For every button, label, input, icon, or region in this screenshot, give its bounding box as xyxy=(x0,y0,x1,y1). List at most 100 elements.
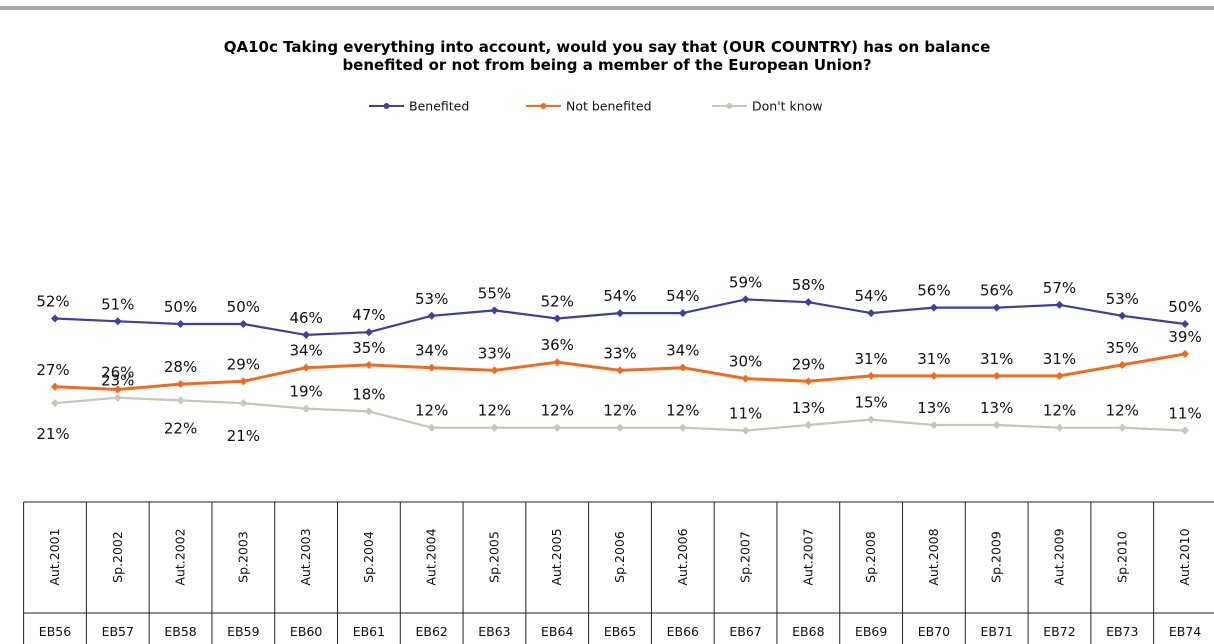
wave-label-3: EB59 xyxy=(227,624,259,639)
series-1-label-3: 29% xyxy=(227,355,260,373)
wave-label-18: EB74 xyxy=(1169,624,1201,639)
series-2-point-17 xyxy=(1118,423,1127,432)
series-0-label-12: 58% xyxy=(792,276,825,294)
wave-label-1: EB57 xyxy=(102,624,134,639)
series-0-label-13: 54% xyxy=(854,287,887,305)
series-0-label-11: 59% xyxy=(729,273,762,291)
series-1-point-4 xyxy=(302,363,311,372)
series-1-point-1 xyxy=(113,385,122,394)
series-1-point-0 xyxy=(51,382,59,391)
series-1-label-17: 35% xyxy=(1106,339,1139,357)
series-0-point-1 xyxy=(113,317,122,326)
series-1-label-10: 34% xyxy=(666,342,699,360)
series-2-point-10 xyxy=(678,423,687,432)
series-2-point-8 xyxy=(553,423,562,432)
series-2-label-5: 18% xyxy=(352,385,385,403)
series-2-label-18: 11% xyxy=(1168,404,1201,422)
series-1-point-14 xyxy=(929,371,938,380)
category-label-18: Aut.2010 xyxy=(1177,528,1192,585)
category-label-8: Aut.2005 xyxy=(549,528,564,585)
series-0-point-9 xyxy=(616,309,625,318)
legend-label-2: Don't know xyxy=(752,99,823,114)
series-0-label-14: 56% xyxy=(917,282,950,300)
category-label-14: Aut.2008 xyxy=(926,528,941,585)
series-2-label-14: 13% xyxy=(917,399,950,417)
series-2-label-0: 21% xyxy=(36,425,69,443)
series-2-label-6: 12% xyxy=(415,402,448,420)
wave-label-15: EB71 xyxy=(981,624,1013,639)
category-label-17: Sp.2010 xyxy=(1114,531,1129,583)
series-2-point-14 xyxy=(929,421,938,430)
series-0-point-14 xyxy=(929,303,938,312)
series-0-point-12 xyxy=(804,298,813,307)
series-0-point-7 xyxy=(490,306,499,315)
series-2-label-8: 12% xyxy=(541,402,574,420)
series-0-point-5 xyxy=(364,328,373,337)
series-1-label-18: 39% xyxy=(1168,328,1201,346)
wave-label-6: EB62 xyxy=(415,624,447,639)
series-1-label-6: 34% xyxy=(415,342,448,360)
series-0-point-13 xyxy=(867,309,876,318)
series-1-label-11: 30% xyxy=(729,353,762,371)
series-0-point-8 xyxy=(553,314,562,323)
series-2-point-9 xyxy=(616,423,625,432)
series-2-point-13 xyxy=(867,415,876,424)
series-2-point-6 xyxy=(427,423,436,432)
legend-marker-0 xyxy=(383,103,390,109)
wave-label-2: EB58 xyxy=(164,624,196,639)
series-2-point-11 xyxy=(741,426,750,435)
series-2-point-3 xyxy=(239,399,248,408)
series-0-point-6 xyxy=(427,311,436,320)
series-0-point-16 xyxy=(1055,300,1064,309)
chart-title-line1: QA10c Taking everything into account, wo… xyxy=(223,38,991,56)
series-0-label-17: 53% xyxy=(1106,290,1139,308)
series-0-point-4 xyxy=(302,330,311,339)
category-label-5: Sp.2004 xyxy=(361,531,376,583)
series-1-label-9: 33% xyxy=(603,344,636,362)
series-2-label-15: 13% xyxy=(980,399,1013,417)
series-1-point-5 xyxy=(364,360,373,369)
series-1-point-11 xyxy=(741,374,750,383)
series-0-label-15: 56% xyxy=(980,282,1013,300)
series-2-point-15 xyxy=(992,421,1001,430)
series-2-label-7: 12% xyxy=(478,402,511,420)
series-0-label-4: 46% xyxy=(289,309,322,327)
series-1-point-13 xyxy=(867,371,876,380)
series-2-point-1 xyxy=(113,393,122,402)
series-1-point-3 xyxy=(239,377,248,386)
series-0-point-0 xyxy=(51,314,59,323)
series-1-label-12: 29% xyxy=(792,355,825,373)
wave-label-4: EB60 xyxy=(290,624,322,639)
series-1-point-16 xyxy=(1055,371,1064,380)
legend-marker-1 xyxy=(540,103,547,109)
series-1-label-4: 34% xyxy=(289,342,322,360)
series-2-label-3: 21% xyxy=(227,427,260,445)
series-0-label-2: 50% xyxy=(164,298,197,316)
series-1-label-8: 36% xyxy=(541,336,574,354)
chart-title-line2: benefited or not from being a member of … xyxy=(342,56,872,74)
category-label-16: Aut.2009 xyxy=(1051,528,1066,585)
series-0-label-10: 54% xyxy=(666,287,699,305)
series-2-label-16: 12% xyxy=(1043,402,1076,420)
series-1-label-13: 31% xyxy=(854,350,887,368)
series-2-point-2 xyxy=(176,396,185,405)
series-1-label-16: 31% xyxy=(1043,350,1076,368)
legend-label-0: Benefited xyxy=(409,99,469,114)
category-label-4: Aut.2003 xyxy=(298,528,313,585)
series-1-label-5: 35% xyxy=(352,339,385,357)
series-2-label-17: 12% xyxy=(1106,402,1139,420)
series-0-point-2 xyxy=(176,320,185,328)
wave-label-10: EB66 xyxy=(667,624,699,639)
series-2-label-10: 12% xyxy=(666,402,699,420)
series-0-point-3 xyxy=(239,320,248,328)
series-2-label-1: 23% xyxy=(101,372,134,390)
series-2-point-4 xyxy=(302,404,311,413)
wave-label-12: EB68 xyxy=(792,624,824,639)
category-label-15: Sp.2009 xyxy=(989,531,1004,583)
category-label-7: Sp.2005 xyxy=(486,531,501,583)
wave-label-13: EB69 xyxy=(855,624,887,639)
wave-label-11: EB67 xyxy=(729,624,761,639)
category-label-9: Sp.2006 xyxy=(612,531,627,583)
series-1-point-15 xyxy=(992,371,1001,380)
